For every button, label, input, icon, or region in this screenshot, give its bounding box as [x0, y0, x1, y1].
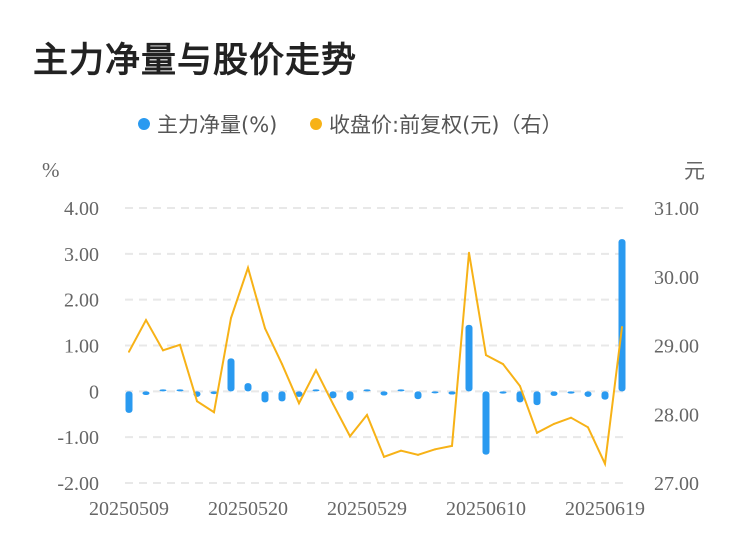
price-point[interactable] [417, 453, 419, 456]
right-tick-label: 29.00 [654, 336, 699, 358]
netflow-bar[interactable] [431, 391, 439, 394]
price-point[interactable] [145, 319, 147, 322]
price-point[interactable] [264, 327, 266, 330]
price-point[interactable] [604, 462, 606, 465]
price-point[interactable] [196, 400, 198, 403]
netflow-bar[interactable] [584, 391, 592, 397]
netflow-bar[interactable] [499, 391, 507, 394]
price-point[interactable] [621, 325, 623, 328]
price-point[interactable] [587, 426, 589, 429]
netflow-bar[interactable] [261, 391, 269, 403]
netflow-bar[interactable] [244, 383, 252, 392]
legend-marker-netflow [138, 118, 150, 130]
price-point[interactable] [451, 444, 453, 447]
left-tick-label: -2.00 [57, 473, 99, 495]
price-point[interactable] [179, 343, 181, 346]
price-line[interactable] [128, 252, 623, 468]
netflow-bar[interactable] [601, 391, 609, 400]
netflow-bar[interactable] [278, 391, 286, 402]
price-point[interactable] [230, 317, 232, 319]
price-point[interactable] [332, 402, 334, 405]
price-point[interactable] [366, 413, 368, 416]
price-point[interactable] [247, 266, 249, 269]
right-tick-label: 30.00 [654, 267, 699, 289]
x-tick-label: 20250529 [327, 498, 407, 520]
price-point[interactable] [485, 354, 487, 357]
netflow-bar[interactable] [159, 389, 167, 392]
price-point[interactable] [128, 350, 130, 353]
netflow-bar[interactable] [533, 391, 541, 406]
left-tick-label: 0 [89, 381, 99, 403]
netflow-bar[interactable] [414, 391, 422, 400]
price-point[interactable] [519, 385, 521, 388]
netflow-bar[interactable] [142, 391, 150, 395]
netflow-bar[interactable] [312, 389, 320, 392]
left-tick-label: 3.00 [64, 244, 99, 266]
netflow-bar[interactable] [448, 391, 456, 395]
netflow-bar[interactable] [176, 389, 184, 392]
price-point[interactable] [162, 349, 164, 352]
left-tick-label: 4.00 [64, 198, 99, 220]
price-point[interactable] [434, 448, 436, 451]
netflow-bar[interactable] [346, 391, 354, 401]
price-point[interactable] [349, 435, 351, 438]
price-point[interactable] [502, 363, 504, 366]
netflow-bar[interactable] [482, 391, 490, 455]
price-point[interactable] [553, 422, 555, 425]
netflow-bar[interactable] [465, 324, 473, 392]
price-point[interactable] [468, 251, 470, 254]
right-tick-label: 31.00 [654, 198, 699, 220]
netflow-bar[interactable] [329, 391, 337, 399]
netflow-bar[interactable] [618, 239, 626, 392]
netflow-bar[interactable] [363, 389, 371, 392]
netflow-bar[interactable] [550, 391, 558, 396]
netflow-bar[interactable] [295, 391, 303, 397]
x-tick-label: 20250619 [565, 498, 645, 520]
netflow-bar[interactable] [227, 358, 235, 392]
legend: 主力净量(%) 收盘价:前复权(元)（右） [138, 113, 562, 137]
left-tick-label: 2.00 [64, 290, 99, 312]
right-axis-unit: 元 [684, 159, 705, 183]
legend-price[interactable]: 收盘价:前复权(元)（右） [329, 113, 562, 137]
right-tick-label: 27.00 [654, 473, 699, 495]
netflow-bar[interactable] [210, 391, 218, 395]
left-tick-label: 1.00 [64, 336, 99, 358]
netflow-bar[interactable] [567, 391, 575, 394]
right-tick-label: 28.00 [654, 404, 699, 426]
price-point[interactable] [536, 431, 538, 434]
netflow-bar[interactable] [125, 391, 133, 413]
price-point[interactable] [383, 455, 385, 458]
x-tick-label: 20250520 [208, 498, 288, 520]
legend-netflow[interactable]: 主力净量(%) [157, 113, 277, 137]
x-tick-label: 20250509 [89, 498, 169, 520]
price-point[interactable] [570, 416, 572, 419]
netflow-bar[interactable] [380, 391, 388, 396]
price-point[interactable] [315, 369, 317, 372]
x-tick-label: 20250610 [446, 498, 526, 520]
left-tick-label: -1.00 [57, 427, 99, 449]
price-point[interactable] [400, 449, 402, 452]
price-point[interactable] [298, 402, 300, 405]
price-point[interactable] [281, 363, 283, 366]
netflow-bar[interactable] [397, 389, 405, 392]
legend-marker-price [310, 118, 322, 130]
price-point[interactable] [213, 411, 215, 414]
netflow-bar[interactable] [516, 391, 524, 403]
chart-title: 主力净量与股价走势 [33, 41, 358, 81]
left-axis-unit: % [42, 158, 60, 182]
